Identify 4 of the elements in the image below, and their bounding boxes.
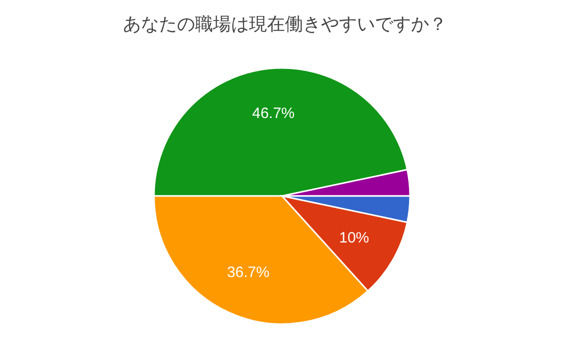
data-label: 46.7% — [252, 105, 295, 122]
data-label: 10% — [339, 229, 370, 246]
data-label: 36.7% — [226, 264, 270, 282]
chart-title: あなたの職場は現在働きやすいですか？ — [123, 14, 447, 34]
